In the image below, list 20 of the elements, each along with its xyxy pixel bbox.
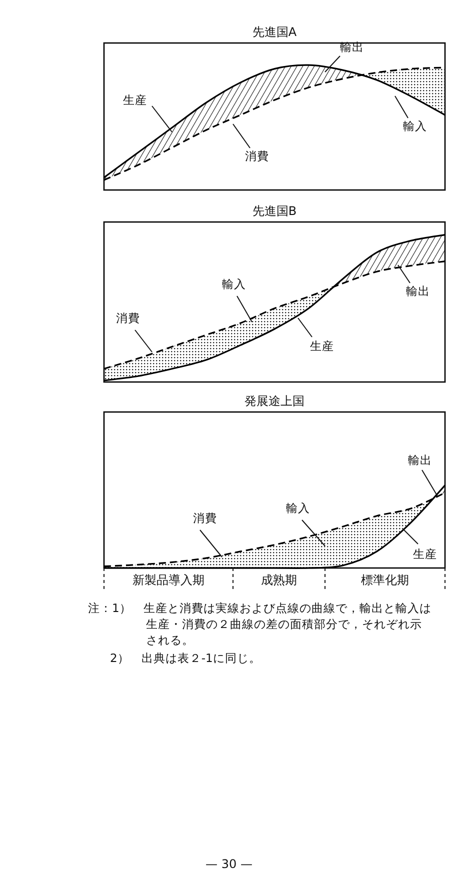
title: 先進国B <box>252 204 297 218</box>
series-label: 生産 <box>310 339 334 353</box>
stage: 標準化期 <box>361 573 409 587</box>
stage: 成熟期 <box>261 573 297 587</box>
series-label: 生産 <box>123 93 147 107</box>
page-number: — 30 — <box>206 857 252 871</box>
stage: 新製品導入期 <box>132 573 204 587</box>
text: 注：1） 生産と消費は実線および点線の曲線で，輸出と輸入は生産・消費の２曲線の差の面積部分で，それぞれ示される。 <box>88 600 432 648</box>
series-label: 消費 <box>245 149 269 163</box>
title: 発展途上国 <box>244 394 304 408</box>
annotation: 輸出 <box>406 284 430 298</box>
annotation: 輸入 <box>403 119 427 133</box>
title: 先進国A <box>252 25 297 39</box>
annotation: 輸入 <box>286 501 310 515</box>
annotation: 輸入 <box>222 277 246 291</box>
series-label: 消費 <box>193 511 217 525</box>
series-label: 生産 <box>413 547 437 561</box>
series-label: 消費 <box>116 311 140 325</box>
text: 2） 出典は表２-1に同じ。 <box>110 650 262 666</box>
annotation: 輸出 <box>408 453 432 467</box>
